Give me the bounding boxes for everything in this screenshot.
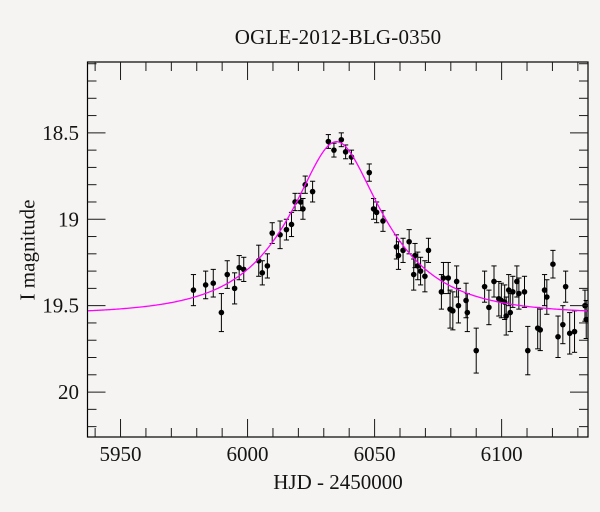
data-point [473, 347, 480, 354]
data-point [218, 309, 225, 316]
data-point [481, 283, 488, 290]
data-point [514, 278, 520, 285]
data-point [455, 302, 462, 309]
x-tick-label: 5950 [100, 442, 142, 466]
data-point [521, 289, 528, 295]
plot-data-layer [87, 132, 588, 376]
data-point [562, 283, 569, 290]
data-point [410, 271, 417, 278]
data-point [555, 333, 561, 340]
data-point [406, 238, 412, 245]
data-point [300, 206, 306, 212]
tick-labels: 5950 6000 6050 6100 18.5 19 19.5 20 [42, 121, 522, 466]
data-point [380, 218, 386, 224]
y-tick-label: 20 [58, 380, 79, 404]
data-point [541, 287, 548, 293]
y-tick-label: 19.5 [42, 294, 79, 318]
data-point [395, 252, 402, 259]
plot-frame [86, 61, 589, 438]
data-point [259, 270, 266, 276]
data-point [400, 247, 406, 254]
data-point [571, 328, 578, 335]
data-point [297, 199, 304, 205]
data-point [463, 297, 469, 304]
data-point [507, 309, 514, 316]
x-tick-label: 6050 [354, 442, 396, 466]
data-point [453, 278, 460, 285]
data-point [210, 280, 217, 286]
data-point [560, 321, 566, 328]
data-point [264, 263, 271, 269]
data-point [486, 304, 492, 311]
data-point [236, 264, 242, 271]
x-tick-label: 6000 [227, 442, 269, 466]
data-point [412, 252, 418, 259]
data-point [309, 188, 316, 195]
data-point [342, 149, 349, 155]
data-point [566, 330, 573, 337]
data-point [231, 285, 238, 292]
data-point [422, 273, 428, 280]
data-point [366, 169, 373, 176]
data-point [269, 230, 276, 236]
data-points-series [190, 132, 588, 376]
data-point [464, 309, 471, 316]
axis-ticks [87, 62, 588, 437]
data-point [425, 247, 432, 254]
data-point [325, 138, 332, 145]
chart-title: OGLE-2012-BLG-0350 [234, 25, 442, 49]
data-point [338, 136, 345, 143]
data-point [491, 278, 497, 285]
data-point [524, 347, 531, 354]
data-point [583, 316, 588, 323]
data-point [550, 261, 556, 267]
x-axis-label: HJD - 2450000 [273, 470, 403, 494]
data-point [503, 313, 509, 319]
data-point [373, 209, 380, 216]
data-point [544, 294, 550, 300]
data-point [288, 221, 295, 228]
data-point [283, 226, 290, 233]
data-point [450, 308, 456, 314]
x-tick-label: 6100 [481, 442, 523, 466]
y-tick-label: 18.5 [42, 121, 79, 145]
data-point [440, 275, 447, 281]
model-curve [87, 141, 588, 312]
data-point [537, 327, 544, 333]
data-point [190, 287, 197, 293]
data-point [224, 271, 231, 278]
data-point [331, 147, 337, 153]
data-point [516, 290, 522, 297]
y-tick-label: 19 [58, 207, 79, 231]
data-point [417, 268, 424, 274]
data-point [445, 275, 452, 281]
data-point [393, 244, 400, 250]
data-point [202, 282, 209, 288]
data-point [509, 289, 516, 295]
